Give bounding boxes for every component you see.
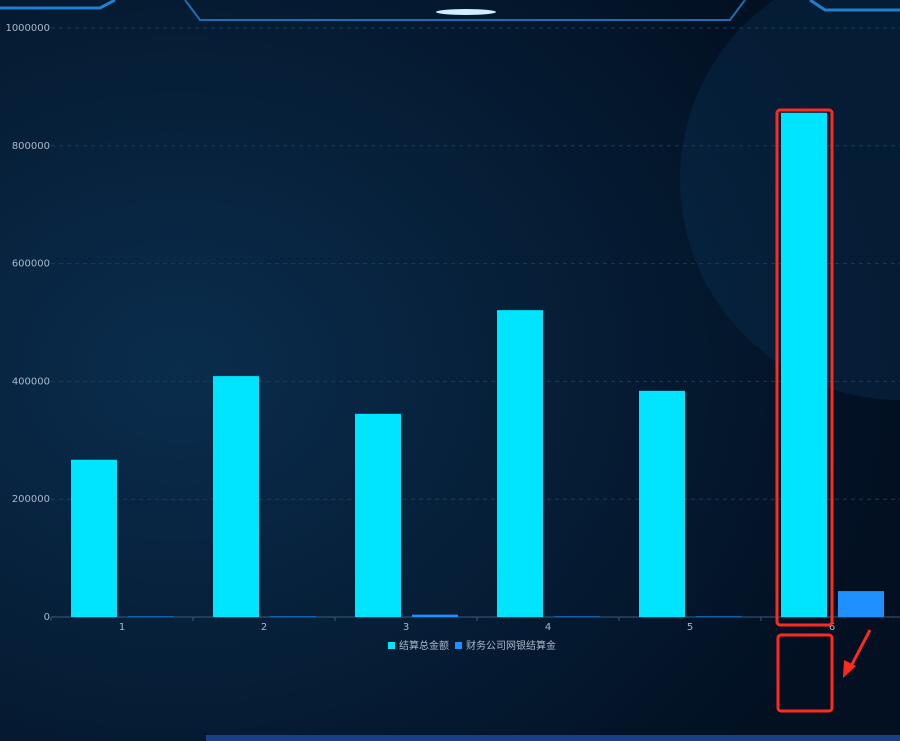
frame-left: [0, 0, 116, 10]
y-tick-label: 600000: [12, 259, 50, 270]
bar: [355, 413, 401, 617]
bar: [781, 112, 827, 617]
bar: [838, 591, 884, 617]
bar: [696, 616, 742, 617]
x-tick-label: 5: [687, 622, 693, 633]
bar: [497, 310, 543, 617]
frame-right: [809, 0, 900, 12]
highlight-box: [776, 633, 834, 713]
y-tick-label: 800000: [12, 141, 50, 152]
x-tick-label: 3: [403, 622, 409, 633]
legend-swatch: [388, 642, 395, 649]
arrow-head: [843, 660, 856, 678]
bar: [554, 616, 600, 617]
x-tick-label: 2: [261, 622, 267, 633]
y-tick-label: 400000: [12, 376, 50, 387]
x-tick-label: 6: [829, 622, 835, 633]
frame-glow: [436, 9, 496, 15]
legend-label: 财务公司网银结算金: [466, 639, 556, 652]
bar: [71, 459, 117, 617]
y-tick-label: 1000000: [5, 23, 50, 34]
x-tick-label: 1: [119, 622, 125, 633]
y-tick-label: 200000: [12, 494, 50, 505]
bar: [128, 616, 174, 617]
bar: [270, 616, 316, 617]
highlight-box: [775, 108, 834, 627]
frame-center: [184, 0, 746, 21]
bar: [213, 376, 259, 617]
y-tick-label: 0: [44, 612, 50, 623]
plot: 0 200000 400000 600000 800000 1000000 1 2 3 4 5 6 结算…: [5, 23, 900, 652]
legend-swatch: [455, 642, 462, 649]
x-tick-label: 4: [545, 622, 551, 633]
bar: [639, 390, 685, 617]
bottom-bar: [206, 735, 900, 741]
legend-label: 结算总金额: [399, 639, 449, 652]
bar: [412, 614, 458, 617]
